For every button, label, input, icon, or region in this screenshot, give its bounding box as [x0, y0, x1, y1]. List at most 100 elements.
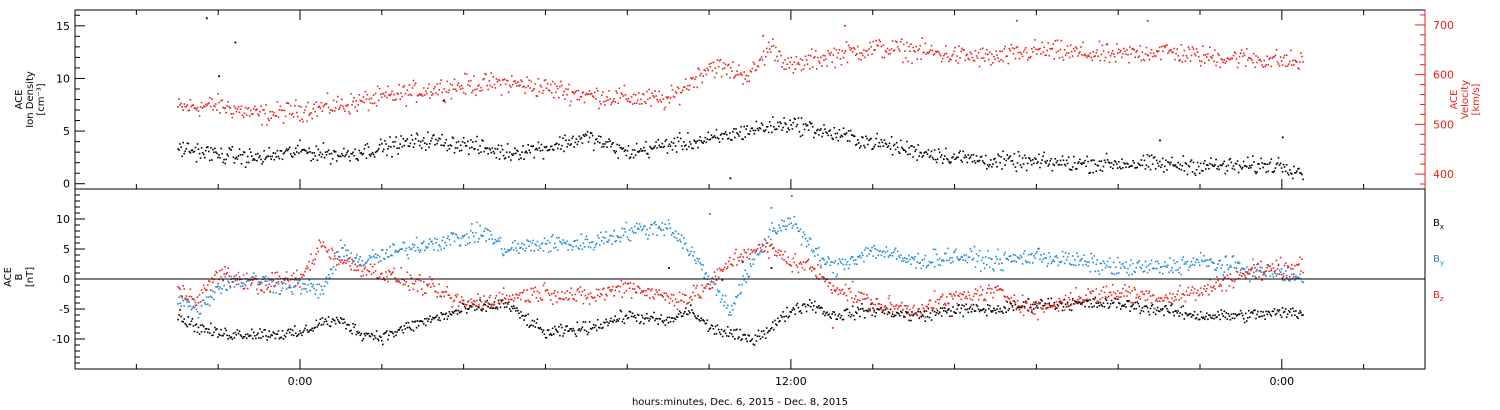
bx-point — [1216, 316, 1218, 318]
bz-point — [630, 297, 633, 299]
by-point — [1058, 261, 1061, 263]
velocity-point — [428, 83, 430, 85]
velocity-point — [1278, 65, 1281, 67]
bx-point — [1280, 316, 1283, 319]
density-point — [873, 146, 875, 148]
density-point — [992, 163, 994, 165]
bx-point — [223, 332, 225, 335]
bx-point — [380, 336, 382, 338]
bx-point — [767, 330, 770, 332]
bz-point — [661, 294, 664, 297]
density-point — [1189, 160, 1192, 163]
bx-point — [486, 299, 488, 302]
velocity-point — [1300, 52, 1302, 54]
bz-point — [407, 285, 410, 287]
density-point — [516, 149, 518, 152]
bx-point — [1005, 311, 1007, 313]
by-point — [207, 303, 209, 305]
velocity-point — [664, 106, 667, 109]
velocity-point — [322, 105, 325, 108]
velocity-point — [722, 62, 725, 64]
velocity-point — [643, 93, 645, 96]
velocity-point — [1123, 47, 1125, 50]
velocity-point — [874, 49, 876, 51]
by-point — [820, 264, 822, 267]
bx-point — [1194, 317, 1197, 320]
density-point — [1110, 162, 1113, 164]
by-point — [1280, 268, 1283, 270]
density-point — [945, 147, 947, 150]
bx-point — [833, 311, 835, 313]
by-point — [1118, 272, 1120, 274]
density-point — [1103, 159, 1106, 162]
density-point — [418, 144, 421, 147]
by-point — [999, 258, 1001, 261]
bx-point — [383, 333, 385, 335]
bx-point — [178, 314, 180, 316]
density-point — [314, 155, 316, 157]
velocity-point — [567, 88, 569, 91]
bz-point — [277, 281, 280, 283]
velocity-point — [1090, 56, 1092, 59]
by-point — [595, 242, 598, 245]
velocity-point — [1111, 50, 1114, 52]
density-point — [265, 157, 267, 159]
by-point — [1235, 270, 1238, 273]
by-point — [432, 242, 434, 245]
bx-point — [1110, 299, 1113, 302]
density-point — [961, 161, 963, 163]
by-point — [751, 258, 754, 261]
density-point — [691, 147, 693, 150]
density-point — [367, 146, 370, 148]
by-point — [784, 225, 786, 228]
velocity-point — [479, 90, 481, 92]
velocity-point — [1023, 48, 1026, 51]
velocity-point — [451, 84, 454, 86]
density-point — [993, 158, 995, 161]
bx-point — [928, 316, 931, 319]
by-point — [440, 248, 442, 251]
bx-point — [482, 308, 484, 310]
velocity-point — [297, 115, 299, 118]
density-point — [1265, 171, 1267, 173]
by-point — [1101, 269, 1104, 271]
velocity-point — [1007, 62, 1010, 65]
velocity-point — [354, 106, 356, 108]
by-point — [523, 243, 525, 246]
by-point — [311, 285, 313, 288]
by-point — [367, 258, 370, 261]
by-point — [932, 248, 935, 250]
bz-point — [629, 282, 632, 284]
density-point — [627, 145, 630, 147]
bx-point — [614, 315, 616, 317]
bx-point — [1139, 312, 1142, 315]
density-point — [216, 152, 218, 155]
velocity-point — [996, 54, 998, 56]
bx-point — [411, 320, 414, 323]
velocity-point — [440, 79, 442, 81]
by-point — [545, 243, 548, 245]
by-point — [1065, 259, 1068, 261]
velocity-point — [327, 106, 330, 109]
bx-point — [666, 316, 669, 319]
bz-point — [311, 262, 313, 264]
by-point — [1136, 262, 1138, 264]
by-point — [1263, 271, 1265, 273]
density-point — [487, 153, 489, 155]
by-point — [337, 251, 339, 253]
by-point — [473, 235, 475, 238]
density-point — [1077, 162, 1079, 165]
bx-point — [1244, 312, 1247, 315]
bz-point — [271, 272, 273, 274]
bx-point — [1131, 305, 1133, 307]
density-point — [365, 157, 368, 160]
bz-point — [641, 290, 643, 292]
bx-point — [1186, 314, 1189, 317]
bx-point — [858, 308, 860, 311]
bx-point — [1155, 309, 1158, 312]
velocity-point — [676, 86, 679, 88]
density-point — [955, 157, 957, 160]
bx-point — [1070, 309, 1073, 312]
density-point — [688, 145, 690, 148]
by-point — [1003, 253, 1005, 256]
